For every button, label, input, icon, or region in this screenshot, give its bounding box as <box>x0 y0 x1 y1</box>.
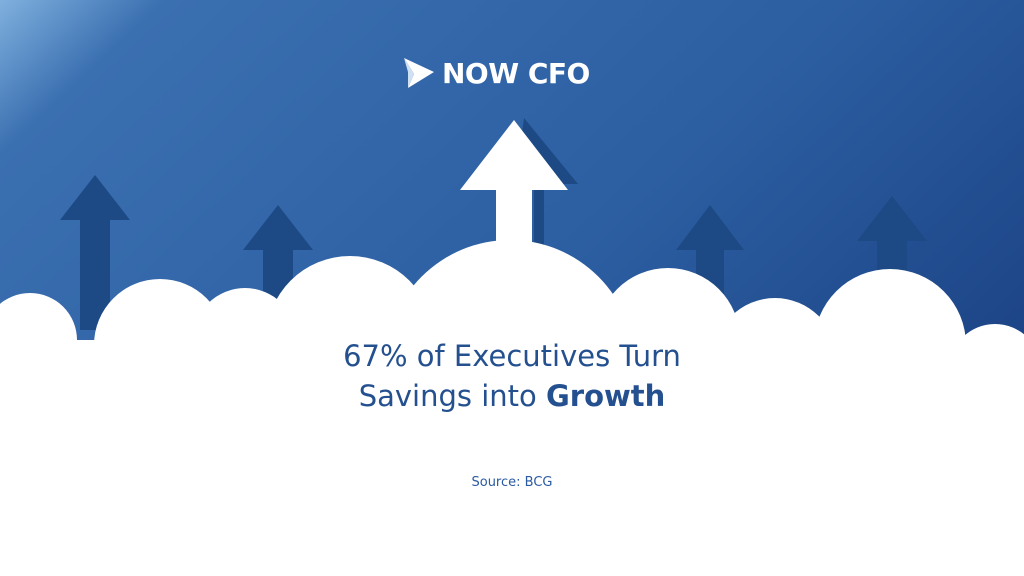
source-note: Source: BCG <box>471 475 553 490</box>
arrow-up-icon <box>676 205 744 330</box>
clouds <box>0 240 1024 576</box>
headline-emphasis: Growth <box>545 379 666 413</box>
headline: 67% of Executives Turn Savings into Grow… <box>0 336 1024 416</box>
logo-text: NOW CFO <box>442 56 590 90</box>
headline-line1: 67% of Executives Turn <box>343 339 681 373</box>
now-cfo-logo: NOW CFO <box>402 56 590 90</box>
arrow-up-icon <box>857 196 927 330</box>
logo-mark-icon <box>404 58 434 88</box>
arrow-up-icon <box>460 120 568 260</box>
arrow-up-icon <box>60 175 130 330</box>
arrow-up-icon <box>243 205 313 330</box>
headline-line2: Savings into <box>358 379 546 413</box>
